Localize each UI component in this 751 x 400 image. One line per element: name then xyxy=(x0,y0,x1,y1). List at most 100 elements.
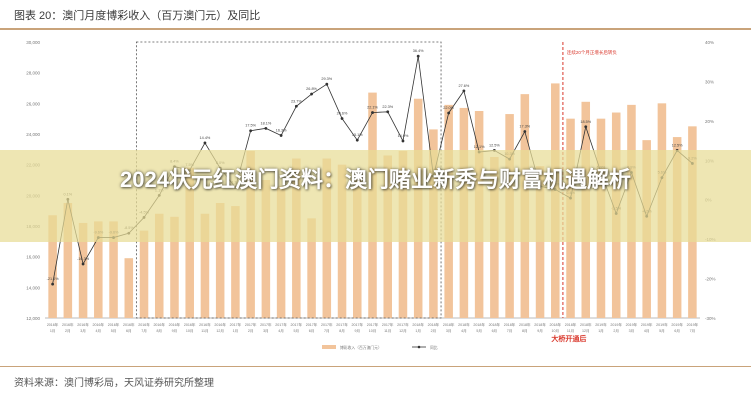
x-tick-label: 4月 xyxy=(96,328,102,333)
x-tick-label: 1月 xyxy=(233,328,239,333)
x-tick-label: 2018年 xyxy=(580,322,592,327)
box-label: 连续20个月正增长后转负 xyxy=(567,49,618,56)
x-tick-label: 11月 xyxy=(201,328,208,333)
yoy-data-label: 14.9% xyxy=(398,134,409,138)
yoy-data-label: 17.5% xyxy=(245,124,256,128)
yoy-point xyxy=(51,282,55,286)
x-tick-label: 2016年 xyxy=(123,322,135,327)
x-tick-label: 9月 xyxy=(537,328,543,333)
x-tick-label: 2018年 xyxy=(428,322,440,327)
y-tick-label: 30,000 xyxy=(26,40,40,45)
x-tick-label: 5月 xyxy=(111,328,117,333)
yoy-point xyxy=(416,54,420,58)
y-tick-label: 28,000 xyxy=(26,71,40,76)
x-tick-label: 3月 xyxy=(629,328,635,333)
revenue-bar xyxy=(48,215,57,318)
x-tick-label: 2016年 xyxy=(138,322,150,327)
x-tick-label: 2017年 xyxy=(275,322,287,327)
yoy-point xyxy=(325,82,329,86)
legend-line-marker xyxy=(417,345,421,349)
x-tick-label: 2017年 xyxy=(367,322,379,327)
revenue-bar xyxy=(63,203,73,318)
yoy-data-label: 22.0% xyxy=(443,106,454,110)
yoy-point xyxy=(355,138,359,142)
x-tick-label: 5月 xyxy=(294,328,300,333)
x-tick-label: 2016年 xyxy=(62,322,74,327)
y2-tick-label: -30% xyxy=(705,316,716,321)
chart-legend: 博彩收入（百万澳门元） 同比 xyxy=(322,345,438,350)
x-tick-label: 2017年 xyxy=(382,322,394,327)
x-tick-label: 9月 xyxy=(354,328,360,333)
x-tick-label: 6月 xyxy=(309,328,315,333)
growth-period-box xyxy=(135,41,442,319)
x-tick-label: 2016年 xyxy=(108,322,120,327)
y-tick-label: 26,000 xyxy=(26,101,40,106)
revenue-bar xyxy=(78,222,88,318)
x-tick-label: 6月 xyxy=(674,328,680,333)
x-tick-label: 2019年 xyxy=(595,322,607,327)
revenue-bar xyxy=(261,180,271,318)
x-tick-label: 5月 xyxy=(476,328,482,333)
yoy-data-label: 15.1% xyxy=(352,133,363,137)
x-tick-label: 12月 xyxy=(216,328,224,333)
x-tick-label: 2016年 xyxy=(47,322,59,327)
yoy-point xyxy=(447,111,451,115)
x-tick-label: 12月 xyxy=(399,328,407,333)
x-tick-label: 2018年 xyxy=(412,322,424,327)
x-tick-label: 2017年 xyxy=(336,322,348,327)
x-tick-label: 1月 xyxy=(50,328,56,333)
yoy-point xyxy=(203,141,207,145)
x-tick-label: 2019年 xyxy=(626,322,638,327)
revenue-bar xyxy=(307,218,316,318)
x-tick-label: 2018年 xyxy=(443,322,455,327)
data-source: 资料来源：澳门博彩局，天风证券研究所整理 xyxy=(14,378,214,389)
x-tick-label: 2月 xyxy=(65,328,71,333)
overlay-banner xyxy=(0,150,751,242)
y2-tick-label: -20% xyxy=(705,277,716,282)
revenue-bar xyxy=(154,213,164,318)
x-tick-label: 3月 xyxy=(263,328,269,333)
yoy-data-label: 18.5% xyxy=(580,120,591,124)
legend-bar-label: 博彩收入（百万澳门元） xyxy=(340,345,382,350)
x-tick-label: 2017年 xyxy=(291,322,303,327)
x-tick-label: 2018年 xyxy=(489,322,501,327)
yoy-data-label: 26.8% xyxy=(306,87,317,91)
x-tick-label: 2017年 xyxy=(351,322,363,327)
x-tick-label: 2月 xyxy=(248,328,254,333)
yoy-point xyxy=(523,130,527,133)
legend-line-label: 同比 xyxy=(430,345,438,350)
x-tick-label: 4月 xyxy=(278,328,284,333)
revenue-bar xyxy=(185,167,194,318)
yoy-data-label: 20.6% xyxy=(337,111,348,115)
yoy-data-label: 14.4% xyxy=(200,136,211,140)
legend-bar-swatch xyxy=(322,345,336,349)
x-tick-label: 2月 xyxy=(431,328,437,333)
x-tick-label: 2018年 xyxy=(534,322,546,327)
x-tick-label: 10月 xyxy=(551,328,559,333)
y-tick-label: 14,000 xyxy=(26,285,40,290)
figure-title: 图表 20：澳门月度博彩收入（百万澳门元）及同比 xyxy=(14,10,261,22)
revenue-bar xyxy=(353,178,362,318)
revenue-bar xyxy=(276,186,286,318)
yoy-data-label: 18.1% xyxy=(260,121,271,125)
yoy-point xyxy=(249,129,253,133)
yoy-point xyxy=(294,104,298,108)
x-tick-label: 1月 xyxy=(415,328,421,333)
yoy-data-label: -21.4% xyxy=(47,277,60,281)
x-tick-label: 9月 xyxy=(172,328,178,333)
revenue-bar xyxy=(231,206,240,318)
x-tick-label: 10月 xyxy=(369,328,377,333)
x-tick-label: 7月 xyxy=(507,328,513,333)
yoy-point xyxy=(584,125,588,129)
x-tick-label: 11月 xyxy=(567,328,574,333)
x-tick-label: 2019年 xyxy=(687,322,699,327)
x-tick-label: 2016年 xyxy=(184,322,196,327)
y-tick-label: 16,000 xyxy=(26,255,40,260)
yoy-data-label: 12.5% xyxy=(672,143,683,147)
x-tick-label: 7月 xyxy=(141,328,147,333)
x-tick-label: 2017年 xyxy=(397,322,409,327)
x-tick-label: 2016年 xyxy=(153,322,165,327)
yoy-point xyxy=(386,110,390,114)
yoy-point xyxy=(264,126,268,130)
x-tick-label: 2018年 xyxy=(519,322,531,327)
